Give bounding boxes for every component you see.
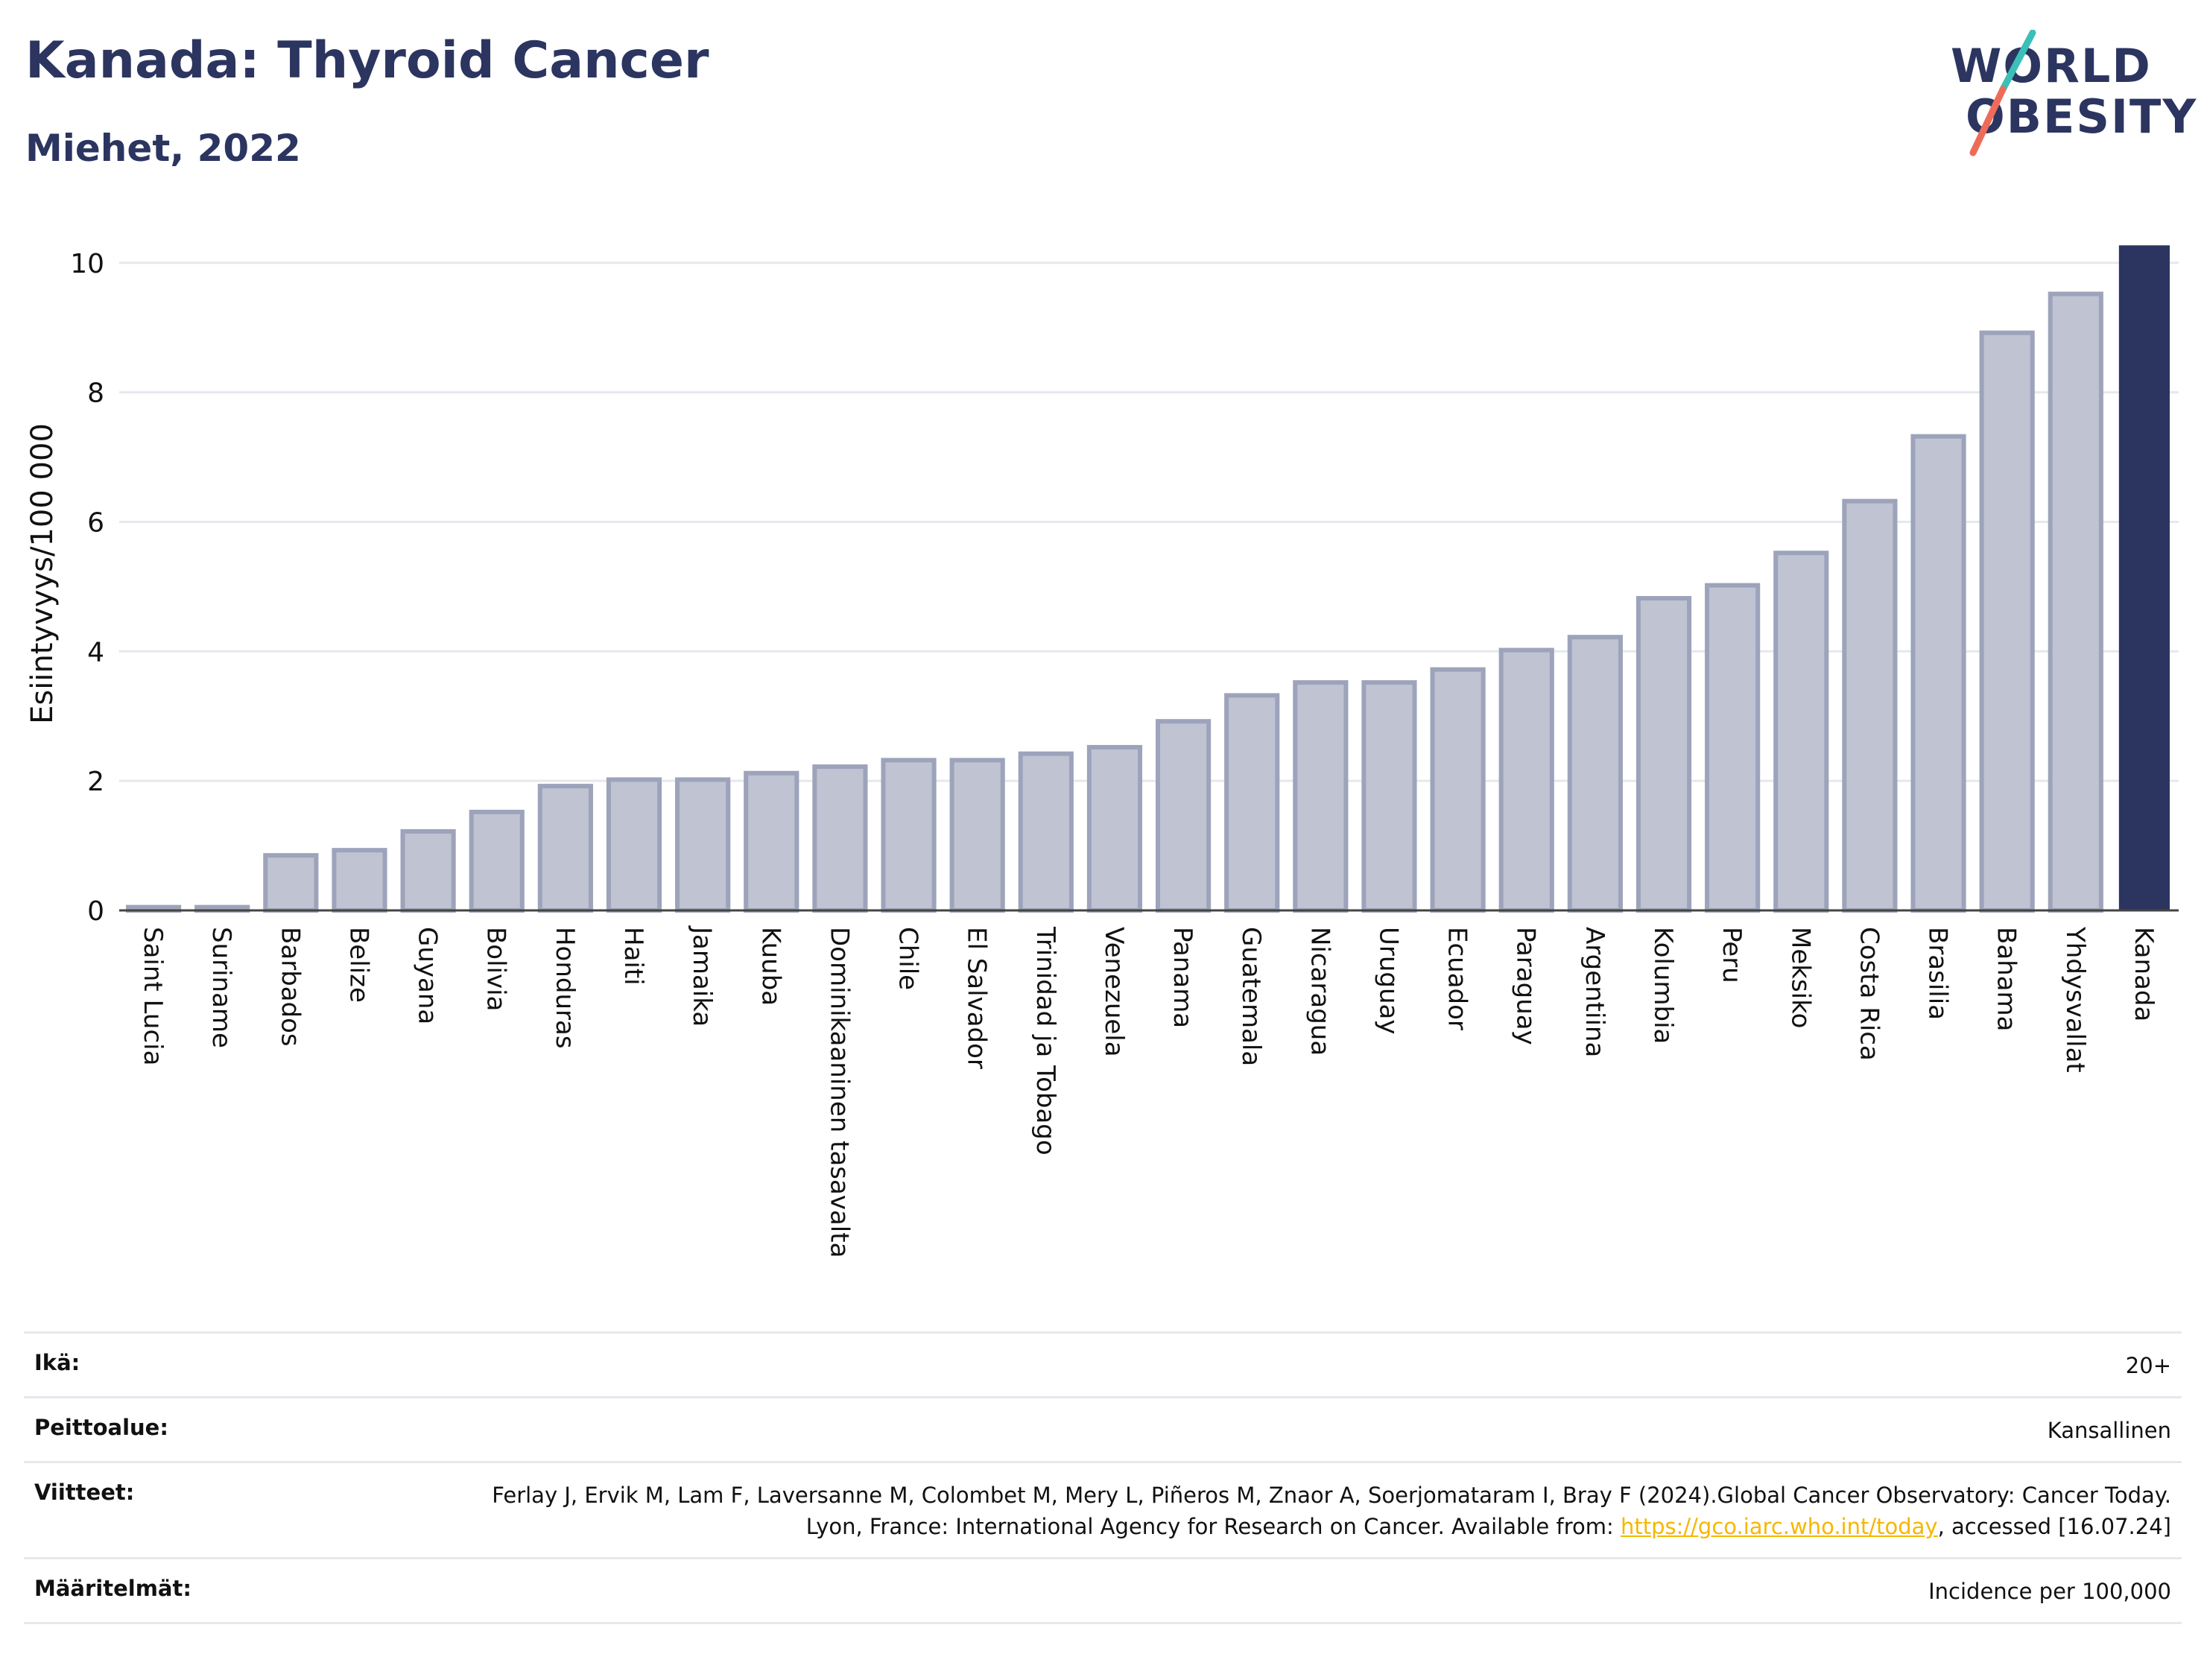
logo-slash-icon xyxy=(1969,30,2036,156)
bar-chile[interactable] xyxy=(881,758,937,913)
chart-title: Kanada: Thyroid Cancer xyxy=(25,31,709,90)
bar-panama[interactable] xyxy=(1155,719,1212,913)
x-tick-label: Argentiina xyxy=(1580,927,1609,1057)
x-tick-label: Belize xyxy=(343,927,373,1003)
bar-venezuela[interactable] xyxy=(1086,744,1143,913)
info-value: Kansallinen xyxy=(2047,1418,2171,1444)
y-tick-label: 10 xyxy=(70,249,104,279)
bar-kolumbia[interactable] xyxy=(1635,596,1692,913)
bar-dominikaaninen-tasavalta[interactable] xyxy=(812,764,868,913)
x-tick-label: Barbados xyxy=(275,927,305,1047)
bar-meksiko[interactable] xyxy=(1773,551,1829,913)
info-row-age: Ikä: 20+ xyxy=(24,1331,2182,1396)
x-tick-label: Saint Lucia xyxy=(138,927,168,1065)
info-row-coverage: Peittoalue: Kansallinen xyxy=(24,1396,2182,1461)
bar-bahama[interactable] xyxy=(1979,330,2035,913)
logo-line2: OBESITY xyxy=(1966,89,2198,144)
bar-yhdysvallat[interactable] xyxy=(2048,291,2103,913)
bar-peru[interactable] xyxy=(1705,583,1761,913)
bar-guatemala[interactable] xyxy=(1224,693,1280,913)
bar-barbados[interactable] xyxy=(263,853,319,913)
y-tick-label: 0 xyxy=(87,896,104,927)
y-axis-label: Esiintyvyys/100 000 xyxy=(25,423,60,724)
info-label: Peittoalue: xyxy=(34,1415,168,1441)
world-obesity-logo: WORLD OBESITY xyxy=(1936,30,2196,164)
x-tick-label: Paraguay xyxy=(1511,927,1541,1045)
bar-jamaika[interactable] xyxy=(675,777,731,913)
x-tick-label: Venezuela xyxy=(1099,927,1129,1057)
reference-text: Ferlay J, Ervik M, Lam F, Laversanne M, … xyxy=(492,1483,2171,1540)
x-tick-label: Kolumbia xyxy=(1648,927,1678,1044)
reference-accessed: , accessed [16.07.24] xyxy=(1937,1514,2171,1540)
reference-link[interactable]: https://gco.iarc.who.int/today xyxy=(1620,1514,1938,1540)
x-tick-label: Dominikaaninen tasavalta xyxy=(824,927,854,1258)
bar-ecuador[interactable] xyxy=(1430,667,1486,913)
info-value: 20+ xyxy=(2125,1353,2171,1378)
x-tick-label: Jamaika xyxy=(687,925,717,1027)
x-tick-label: Honduras xyxy=(550,927,580,1049)
x-tick-label: Ecuador xyxy=(1443,927,1472,1030)
chart-subtitle: Miehet, 2022 xyxy=(25,127,301,170)
y-tick-label: 6 xyxy=(87,507,104,538)
bar-kuuba[interactable] xyxy=(744,770,799,913)
x-tick-label: El Salvador xyxy=(962,927,992,1069)
bar-trinidad-ja-tobago[interactable] xyxy=(1018,751,1074,913)
grid-lines xyxy=(119,261,2179,782)
x-tick-label: Guatemala xyxy=(1236,927,1266,1066)
bar-argentiina[interactable] xyxy=(1567,635,1623,913)
x-tick-label: Costa Rica xyxy=(1854,927,1884,1061)
x-tick-label: Bolivia xyxy=(481,927,511,1011)
info-table: Ikä: 20+ Peittoalue: Kansallinen Viittee… xyxy=(24,1331,2182,1625)
labels: 0 2 4 6 8 10 Saint Lucia Suriname Barbados Belize… xyxy=(25,249,2159,1258)
bar-brasilia[interactable] xyxy=(1910,434,1966,913)
bar-bolivia[interactable] xyxy=(469,809,525,913)
x-tick-label: Kanada xyxy=(2129,927,2159,1021)
x-tick-label: Peru xyxy=(1717,927,1747,983)
bar-nicaragua[interactable] xyxy=(1293,680,1349,913)
y-tick-label: 2 xyxy=(87,767,104,797)
y-tick-label: 8 xyxy=(87,378,104,409)
x-tick-label: Kuuba xyxy=(756,927,785,1006)
x-tick-label: Guyana xyxy=(413,927,443,1024)
x-tick-label: Nicaragua xyxy=(1305,927,1334,1056)
x-tick-label: Panama xyxy=(1168,927,1197,1028)
info-value: Ferlay J, Ervik M, Lam F, Laversanne M, … xyxy=(457,1480,2171,1542)
x-tick-label: Brasilia xyxy=(1923,927,1953,1020)
info-label: Määritelmät: xyxy=(34,1576,191,1602)
logo-line1: WORLD xyxy=(1951,39,2152,93)
x-tick-label: Bahama xyxy=(1992,927,2021,1032)
x-tick-label: Meksiko xyxy=(1785,927,1815,1028)
bar-haiti[interactable] xyxy=(606,777,662,913)
bar-uruguay[interactable] xyxy=(1361,680,1417,913)
x-tick-label: Chile xyxy=(893,927,923,990)
info-row-definitions: Määritelmät: Incidence per 100,000 xyxy=(24,1557,2182,1625)
info-label: Ikä: xyxy=(34,1350,80,1375)
y-tick-label: 4 xyxy=(87,637,104,668)
bar-guyana[interactable] xyxy=(400,828,456,913)
info-label: Viitteet: xyxy=(34,1480,135,1506)
info-value: Incidence per 100,000 xyxy=(1928,1579,2171,1605)
x-tick-label: Trinidad ja Tobago xyxy=(1030,926,1060,1156)
bar-el-salvador[interactable] xyxy=(949,758,1005,913)
bar-paraguay[interactable] xyxy=(1498,647,1554,913)
x-tick-label: Haiti xyxy=(618,927,648,986)
bar-costa-rica[interactable] xyxy=(1842,498,1898,913)
bar-chart: 0 2 4 6 8 10 Saint Lucia Suriname Barbados Belize… xyxy=(25,245,2179,1258)
x-tick-label: Yhdysvallat xyxy=(2060,926,2090,1073)
x-tick-label: Uruguay xyxy=(1373,927,1403,1035)
x-tick-label: Suriname xyxy=(206,927,236,1048)
bar-belize[interactable] xyxy=(332,848,387,913)
bar-honduras[interactable] xyxy=(537,784,593,913)
info-row-references: Viitteet: Ferlay J, Ervik M, Lam F, Lave… xyxy=(24,1461,2182,1557)
bars xyxy=(125,245,2170,913)
bar-kanada[interactable] xyxy=(2118,245,2170,910)
